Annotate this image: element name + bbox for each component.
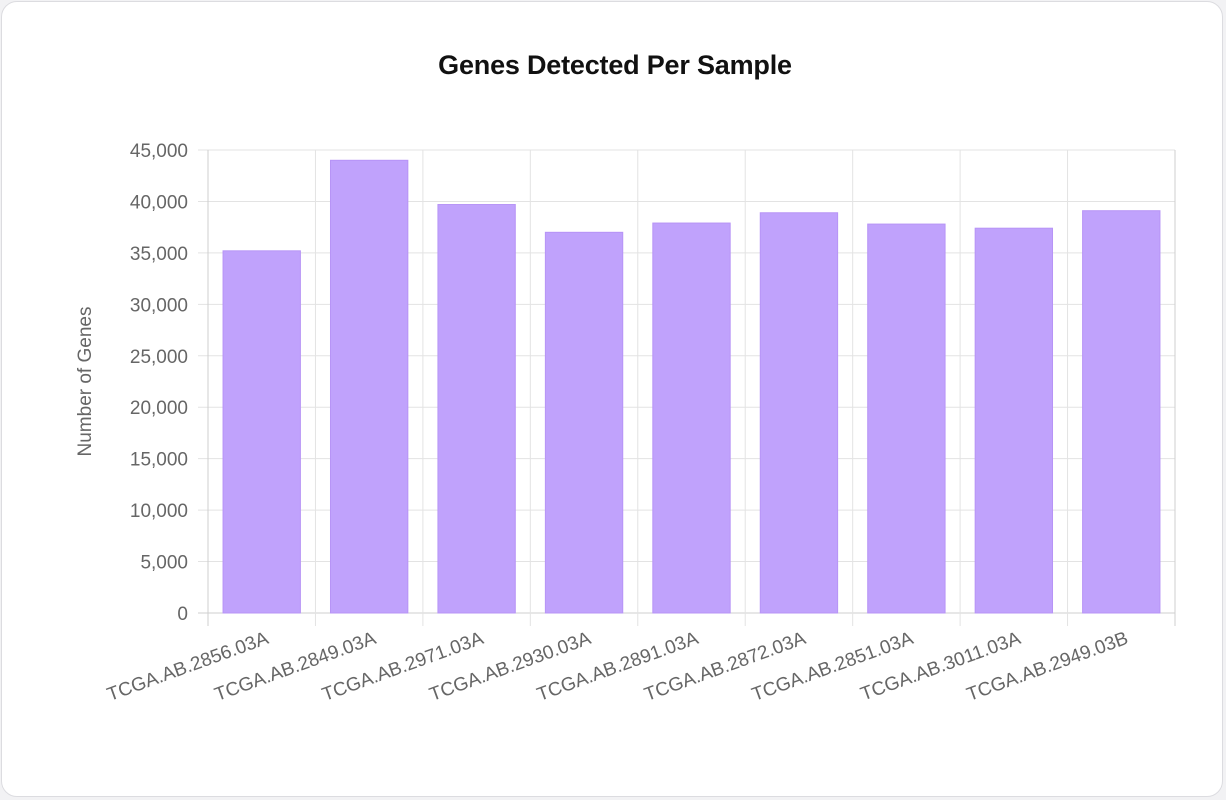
bar[interactable] bbox=[759, 212, 839, 614]
y-tick-label: 20,000 bbox=[130, 398, 188, 419]
y-tick-label: 30,000 bbox=[130, 295, 188, 316]
y-tick-label: 10,000 bbox=[130, 501, 188, 522]
y-tick-label: 25,000 bbox=[130, 347, 188, 368]
bar[interactable] bbox=[974, 227, 1054, 614]
chart-title: Genes Detected Per Sample bbox=[438, 50, 792, 80]
bar[interactable] bbox=[329, 159, 409, 614]
y-axis-ticks: 0 5,000 10,000 15,000 20,000 25,000 30,000 35,0… bbox=[130, 141, 188, 625]
y-axis-title: Number of Genes bbox=[75, 307, 96, 457]
bar[interactable] bbox=[1082, 210, 1161, 614]
bar[interactable] bbox=[867, 223, 946, 614]
y-tick-label: 5,000 bbox=[140, 553, 188, 574]
bar[interactable] bbox=[222, 250, 301, 614]
bar[interactable] bbox=[652, 222, 731, 614]
bar[interactable] bbox=[437, 204, 516, 614]
x-axis-ticks: TCGA.AB.2856.03ATCGA.AB.2849.03ATCGA.AB.… bbox=[104, 628, 1131, 706]
y-tick-label: 35,000 bbox=[130, 244, 188, 265]
bar[interactable] bbox=[544, 231, 624, 614]
y-tick-label: 45,000 bbox=[130, 141, 188, 162]
y-tick-label: 15,000 bbox=[130, 450, 188, 471]
bars bbox=[222, 159, 1161, 614]
y-tick-label: 0 bbox=[177, 604, 188, 625]
y-tick-label: 40,000 bbox=[130, 192, 188, 213]
